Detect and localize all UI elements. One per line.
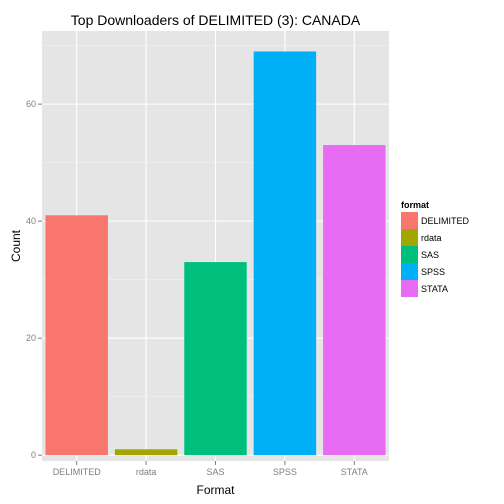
bar-delimited xyxy=(45,215,107,455)
y-tick-label: 0 xyxy=(31,450,36,460)
x-tick-label: STATA xyxy=(341,467,368,477)
bar-spss xyxy=(254,51,316,455)
y-tick-label: 40 xyxy=(26,216,36,226)
x-tick-label: SPSS xyxy=(273,467,297,477)
bar-rdata xyxy=(115,449,177,455)
legend-label: DELIMITED xyxy=(421,216,470,226)
x-tick-label: DELIMITED xyxy=(53,467,102,477)
legend-label: SAS xyxy=(421,250,439,260)
legend-swatch xyxy=(401,280,418,297)
legend-swatch xyxy=(401,229,418,246)
bar-stata xyxy=(323,145,385,455)
legend-title: format xyxy=(401,200,429,210)
legend-swatch xyxy=(401,246,418,263)
chart-title: Top Downloaders of DELIMITED (3): CANADA xyxy=(71,12,361,28)
y-tick-label: 60 xyxy=(26,99,36,109)
x-tick-label: SAS xyxy=(206,467,224,477)
bar-sas xyxy=(184,262,246,455)
y-tick-label: 20 xyxy=(26,333,36,343)
legend-label: rdata xyxy=(421,233,442,243)
legend-swatch xyxy=(401,263,418,280)
legend-label: STATA xyxy=(421,284,448,294)
legend-label: SPSS xyxy=(421,267,445,277)
x-tick-label: rdata xyxy=(136,467,157,477)
x-axis-title: Format xyxy=(196,483,235,497)
y-axis-title: Count xyxy=(9,229,23,262)
legend-swatch xyxy=(401,212,418,229)
